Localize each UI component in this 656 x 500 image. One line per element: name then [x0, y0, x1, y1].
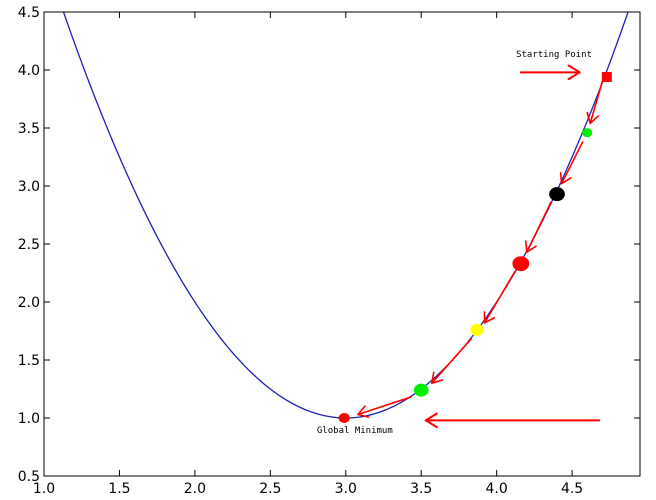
step-point	[549, 187, 565, 202]
step-point	[470, 323, 484, 336]
x-tick-label: 3.5	[410, 481, 432, 497]
step-point	[582, 128, 593, 138]
step-arrow	[586, 80, 604, 125]
step-arrow	[524, 201, 552, 253]
step-arrow	[559, 141, 584, 185]
x-tick-label: 3.0	[335, 481, 357, 497]
x-tick-label: 4.5	[561, 481, 583, 497]
x-tick-label: 2.0	[184, 481, 206, 497]
plot-frame	[43, 11, 641, 477]
x-tick-label: 4.0	[486, 481, 508, 497]
x-tick-label: 1.5	[108, 481, 130, 497]
y-tick-label: 1.5	[18, 353, 40, 369]
y-tick-label: 2.0	[18, 295, 40, 311]
step-arrow	[483, 271, 516, 324]
starting-point-marker	[601, 71, 612, 82]
step-arrow	[430, 338, 472, 385]
x-tick-label: 2.5	[259, 481, 281, 497]
x-tick-label: 1.0	[33, 481, 55, 497]
step-point	[413, 383, 429, 397]
global-minimum-label: Global Minimum	[317, 426, 393, 436]
starting-point-arrow	[519, 64, 581, 81]
step-point	[512, 256, 530, 272]
y-tick-label: 3.0	[18, 179, 40, 195]
y-tick-label: 1.0	[18, 411, 40, 427]
y-tick-label: 2.5	[18, 237, 40, 253]
y-tick-label: 4.5	[18, 5, 40, 21]
y-tick-label: 4.0	[18, 63, 40, 79]
starting-point-label: Starting Point	[516, 50, 592, 60]
y-tick-label: 3.5	[18, 121, 40, 137]
y-tick-label: 0.5	[18, 469, 40, 485]
global-minimum-arrow	[424, 412, 601, 429]
step-arrow	[357, 396, 412, 418]
global-minimum-marker	[338, 413, 350, 423]
cost-curve	[62, 12, 629, 419]
